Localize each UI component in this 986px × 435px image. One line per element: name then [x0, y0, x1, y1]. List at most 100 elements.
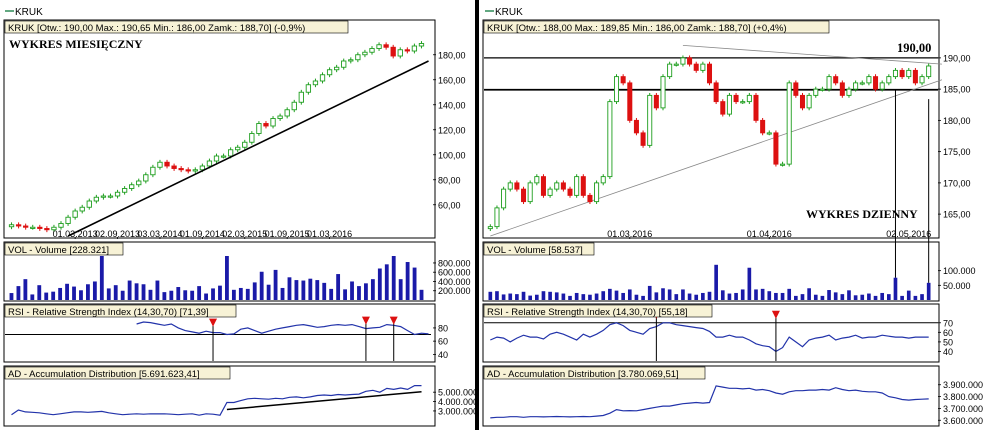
left-volume-bar	[308, 278, 313, 300]
left-volume-bar	[405, 262, 410, 300]
right-price-candle	[846, 88, 852, 96]
left-legend-label: KRUK	[15, 7, 43, 18]
left-price-candle	[418, 43, 425, 47]
left-price-candle	[355, 54, 361, 61]
right-legend[interactable]: KRUK	[485, 7, 523, 18]
left-volume-bar	[162, 292, 167, 300]
left-price-xtick-label: 02.09.2013	[95, 229, 140, 239]
right-volume-bar	[906, 290, 911, 300]
left-volume-bar	[204, 293, 208, 300]
right-price-candle	[600, 176, 606, 184]
right-price-candle	[693, 63, 699, 71]
left-price-candle	[171, 165, 177, 169]
left-volume-bar	[148, 289, 153, 300]
left-volume-bar	[134, 283, 139, 300]
right-price-candle	[527, 182, 533, 203]
left-price-candle	[249, 133, 255, 143]
left-price-candle	[157, 161, 163, 168]
right-volume-bar	[767, 291, 772, 300]
right-volume-bar	[534, 294, 539, 300]
right-price-candle	[886, 76, 892, 84]
right-volume-bar	[727, 293, 732, 300]
left-price-candle	[270, 118, 276, 127]
left-legend[interactable]: KRUK	[5, 7, 43, 18]
right-volume-bar	[667, 289, 672, 300]
right-rsi-ytick-label: 40	[943, 347, 953, 357]
right-volume-bar	[734, 292, 738, 300]
left-price-candle	[86, 200, 92, 208]
right-price-candle	[853, 82, 859, 90]
right-price-ytick-label: 190,00	[943, 53, 971, 63]
left-volume-bar	[113, 285, 118, 300]
left-volume-bar	[412, 267, 417, 300]
left-price-candle	[164, 161, 170, 167]
right-ad-chart: 3.600.000 3.700.000 3.800.000 3.900.000	[490, 380, 983, 426]
left-price-candle	[263, 123, 269, 127]
left-volume-bar	[58, 287, 63, 300]
right-volume-bar	[515, 294, 519, 300]
right-volume-chart: 50.000 100.000	[488, 264, 976, 300]
right-volume-bar	[847, 290, 851, 300]
right-volume-bar	[694, 294, 699, 300]
left-volume-bar	[120, 290, 125, 300]
left-price-candle	[8, 224, 15, 228]
right-price-candle	[826, 76, 832, 90]
right-rsi-title: RSI - Relative Strength Index (14,30,70)…	[487, 307, 688, 318]
left-volume-bar	[398, 279, 403, 300]
left-volume-bar	[79, 290, 83, 300]
right-volume-bar	[554, 292, 559, 300]
right-volume-bar	[488, 291, 493, 300]
left-price-xtick-label: 02.03.2015	[222, 229, 267, 239]
right-volume-bar	[674, 294, 679, 300]
right-price-candle	[554, 182, 560, 190]
right-rsi-line	[490, 322, 929, 353]
right-volume-bar	[608, 288, 612, 300]
left-volume-bar	[259, 271, 264, 300]
right-price-candle	[873, 76, 879, 90]
left-ad-ytick-label: 3.000.000	[438, 406, 478, 416]
right-rsi-ytick-label: 70	[943, 318, 953, 328]
right-ad-ytick-label: 3.700.000	[943, 404, 983, 414]
right-price-candle	[501, 188, 507, 209]
left-rsi-chart: 40 60 80	[5, 316, 448, 361]
right-ad-ytick-label: 3.600.000	[943, 416, 983, 426]
right-price-candle	[647, 94, 653, 146]
right-volume-bar	[634, 294, 639, 300]
left-price-candle	[136, 180, 142, 186]
left-price-candle	[411, 45, 418, 52]
right-price-candle	[521, 188, 527, 203]
left-volume-bar	[141, 284, 146, 300]
left-volume-bar	[273, 269, 278, 300]
right-volume-bar	[501, 294, 506, 300]
right-price-candle	[680, 57, 686, 65]
left-price-ytick-label: 180,00	[438, 50, 466, 60]
right-price-candle	[487, 226, 493, 230]
right-price-candle	[839, 82, 845, 96]
right-ad-line	[490, 385, 929, 419]
right-volume-bar	[794, 295, 798, 300]
left-ad-title-box	[4, 366, 231, 380]
left-volume-bar	[280, 287, 285, 300]
right-ad-frame	[482, 365, 940, 427]
right-volume-bar	[661, 288, 665, 300]
right-volume-bar	[720, 290, 725, 300]
right-volume-bar	[701, 292, 705, 300]
left-price-candle	[348, 59, 354, 62]
left-rsi-signal-arrow	[209, 318, 218, 327]
right-price-ytick-label: 180,00	[943, 116, 971, 126]
right-price-xtick-label: 02.05.2016	[886, 229, 931, 239]
right-price-xtick-label: 01.03.2016	[607, 229, 652, 239]
left-price-candle	[72, 210, 78, 218]
left-price-candle	[65, 216, 71, 224]
right-price-candle	[919, 76, 925, 84]
left-rsi-signal-arrow	[361, 316, 370, 325]
left-volume-title-box	[4, 242, 124, 256]
left-volume-bar	[72, 286, 76, 300]
left-price-candle	[185, 169, 191, 172]
left-volume-bar	[99, 256, 104, 300]
right-volume-bar	[900, 295, 904, 300]
left-price-candle	[79, 206, 85, 212]
